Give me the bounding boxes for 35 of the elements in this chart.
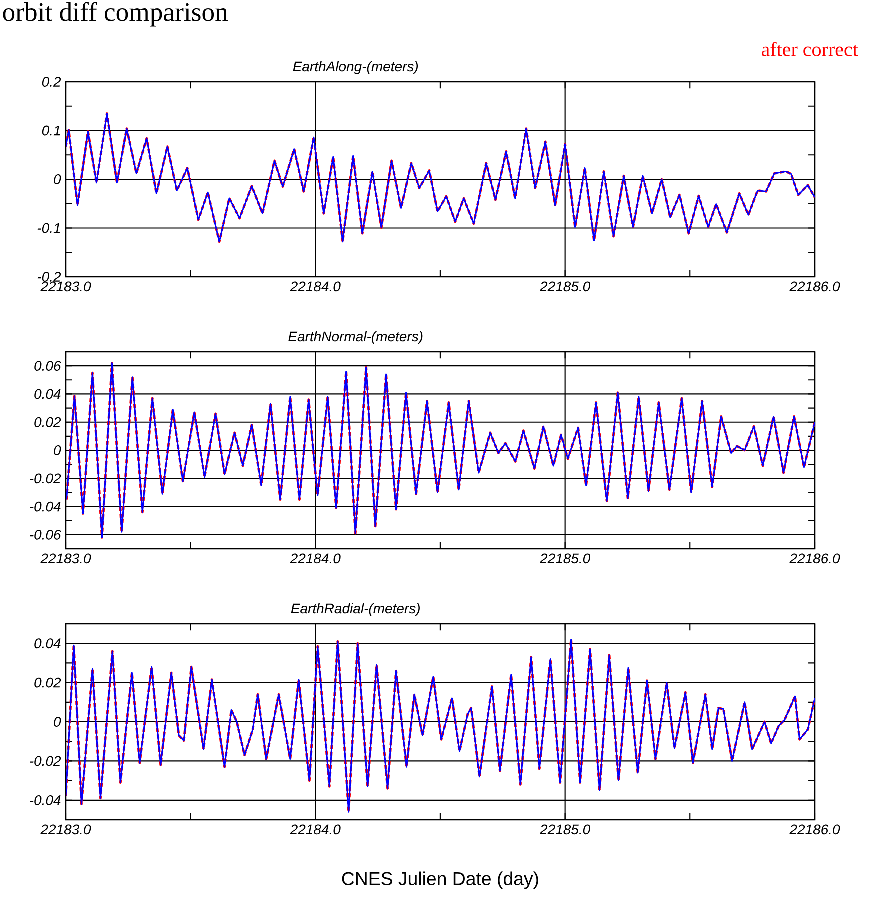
y-tick-label: 0 <box>54 174 62 184</box>
y-tick-label: 0 <box>54 717 62 727</box>
x-tick-label: 22183.0 <box>40 824 92 835</box>
x-tick-label: 22185.0 <box>540 824 591 835</box>
y-tick-label: -0.04 <box>30 502 61 512</box>
y-tick-label: 0.04 <box>34 389 61 400</box>
x-tick-label: 22186.0 <box>790 824 840 835</box>
x-axis-title: CNES Julien Date (day) <box>342 872 538 890</box>
chart-subtitle: EarthAlong-(meters) <box>293 61 418 74</box>
y-tick-label: -0.02 <box>30 474 62 484</box>
y-tick-label: -0.04 <box>30 795 61 806</box>
y-tick-label: 0.1 <box>42 126 60 136</box>
y-tick-label: -0.1 <box>38 223 60 234</box>
x-tick-label: 22183.0 <box>40 282 92 292</box>
y-tick-label: 0.04 <box>34 638 61 649</box>
y-tick-label: -0.06 <box>30 530 62 540</box>
y-tick-label: 0.06 <box>34 361 62 372</box>
x-tick-label: 22185.0 <box>540 282 591 292</box>
x-tick-label: 22183.0 <box>40 554 92 564</box>
x-tick-label: 22184.0 <box>290 282 341 292</box>
chart-subtitle: EarthRadial-(meters) <box>291 603 420 616</box>
text: after correct <box>762 42 858 56</box>
x-tick-label: 22186.0 <box>790 554 840 564</box>
y-tick-label: 0.2 <box>42 77 62 87</box>
y-tick-label: 0.02 <box>34 417 62 428</box>
y-tick-label: 0.02 <box>34 678 62 688</box>
x-tick-label: 22184.0 <box>290 824 341 835</box>
y-tick-label: 0 <box>54 446 62 456</box>
x-tick-label: 22184.0 <box>290 554 341 564</box>
y-tick-label: -0.02 <box>30 756 62 766</box>
chart-subtitle: EarthNormal-(meters) <box>288 331 423 344</box>
y-tick-label: -0.2 <box>38 272 62 282</box>
chart-title: orbit diff comparison <box>3 2 228 27</box>
x-tick-label: 22185.0 <box>540 554 591 564</box>
x-tick-label: 22186.0 <box>790 282 840 292</box>
